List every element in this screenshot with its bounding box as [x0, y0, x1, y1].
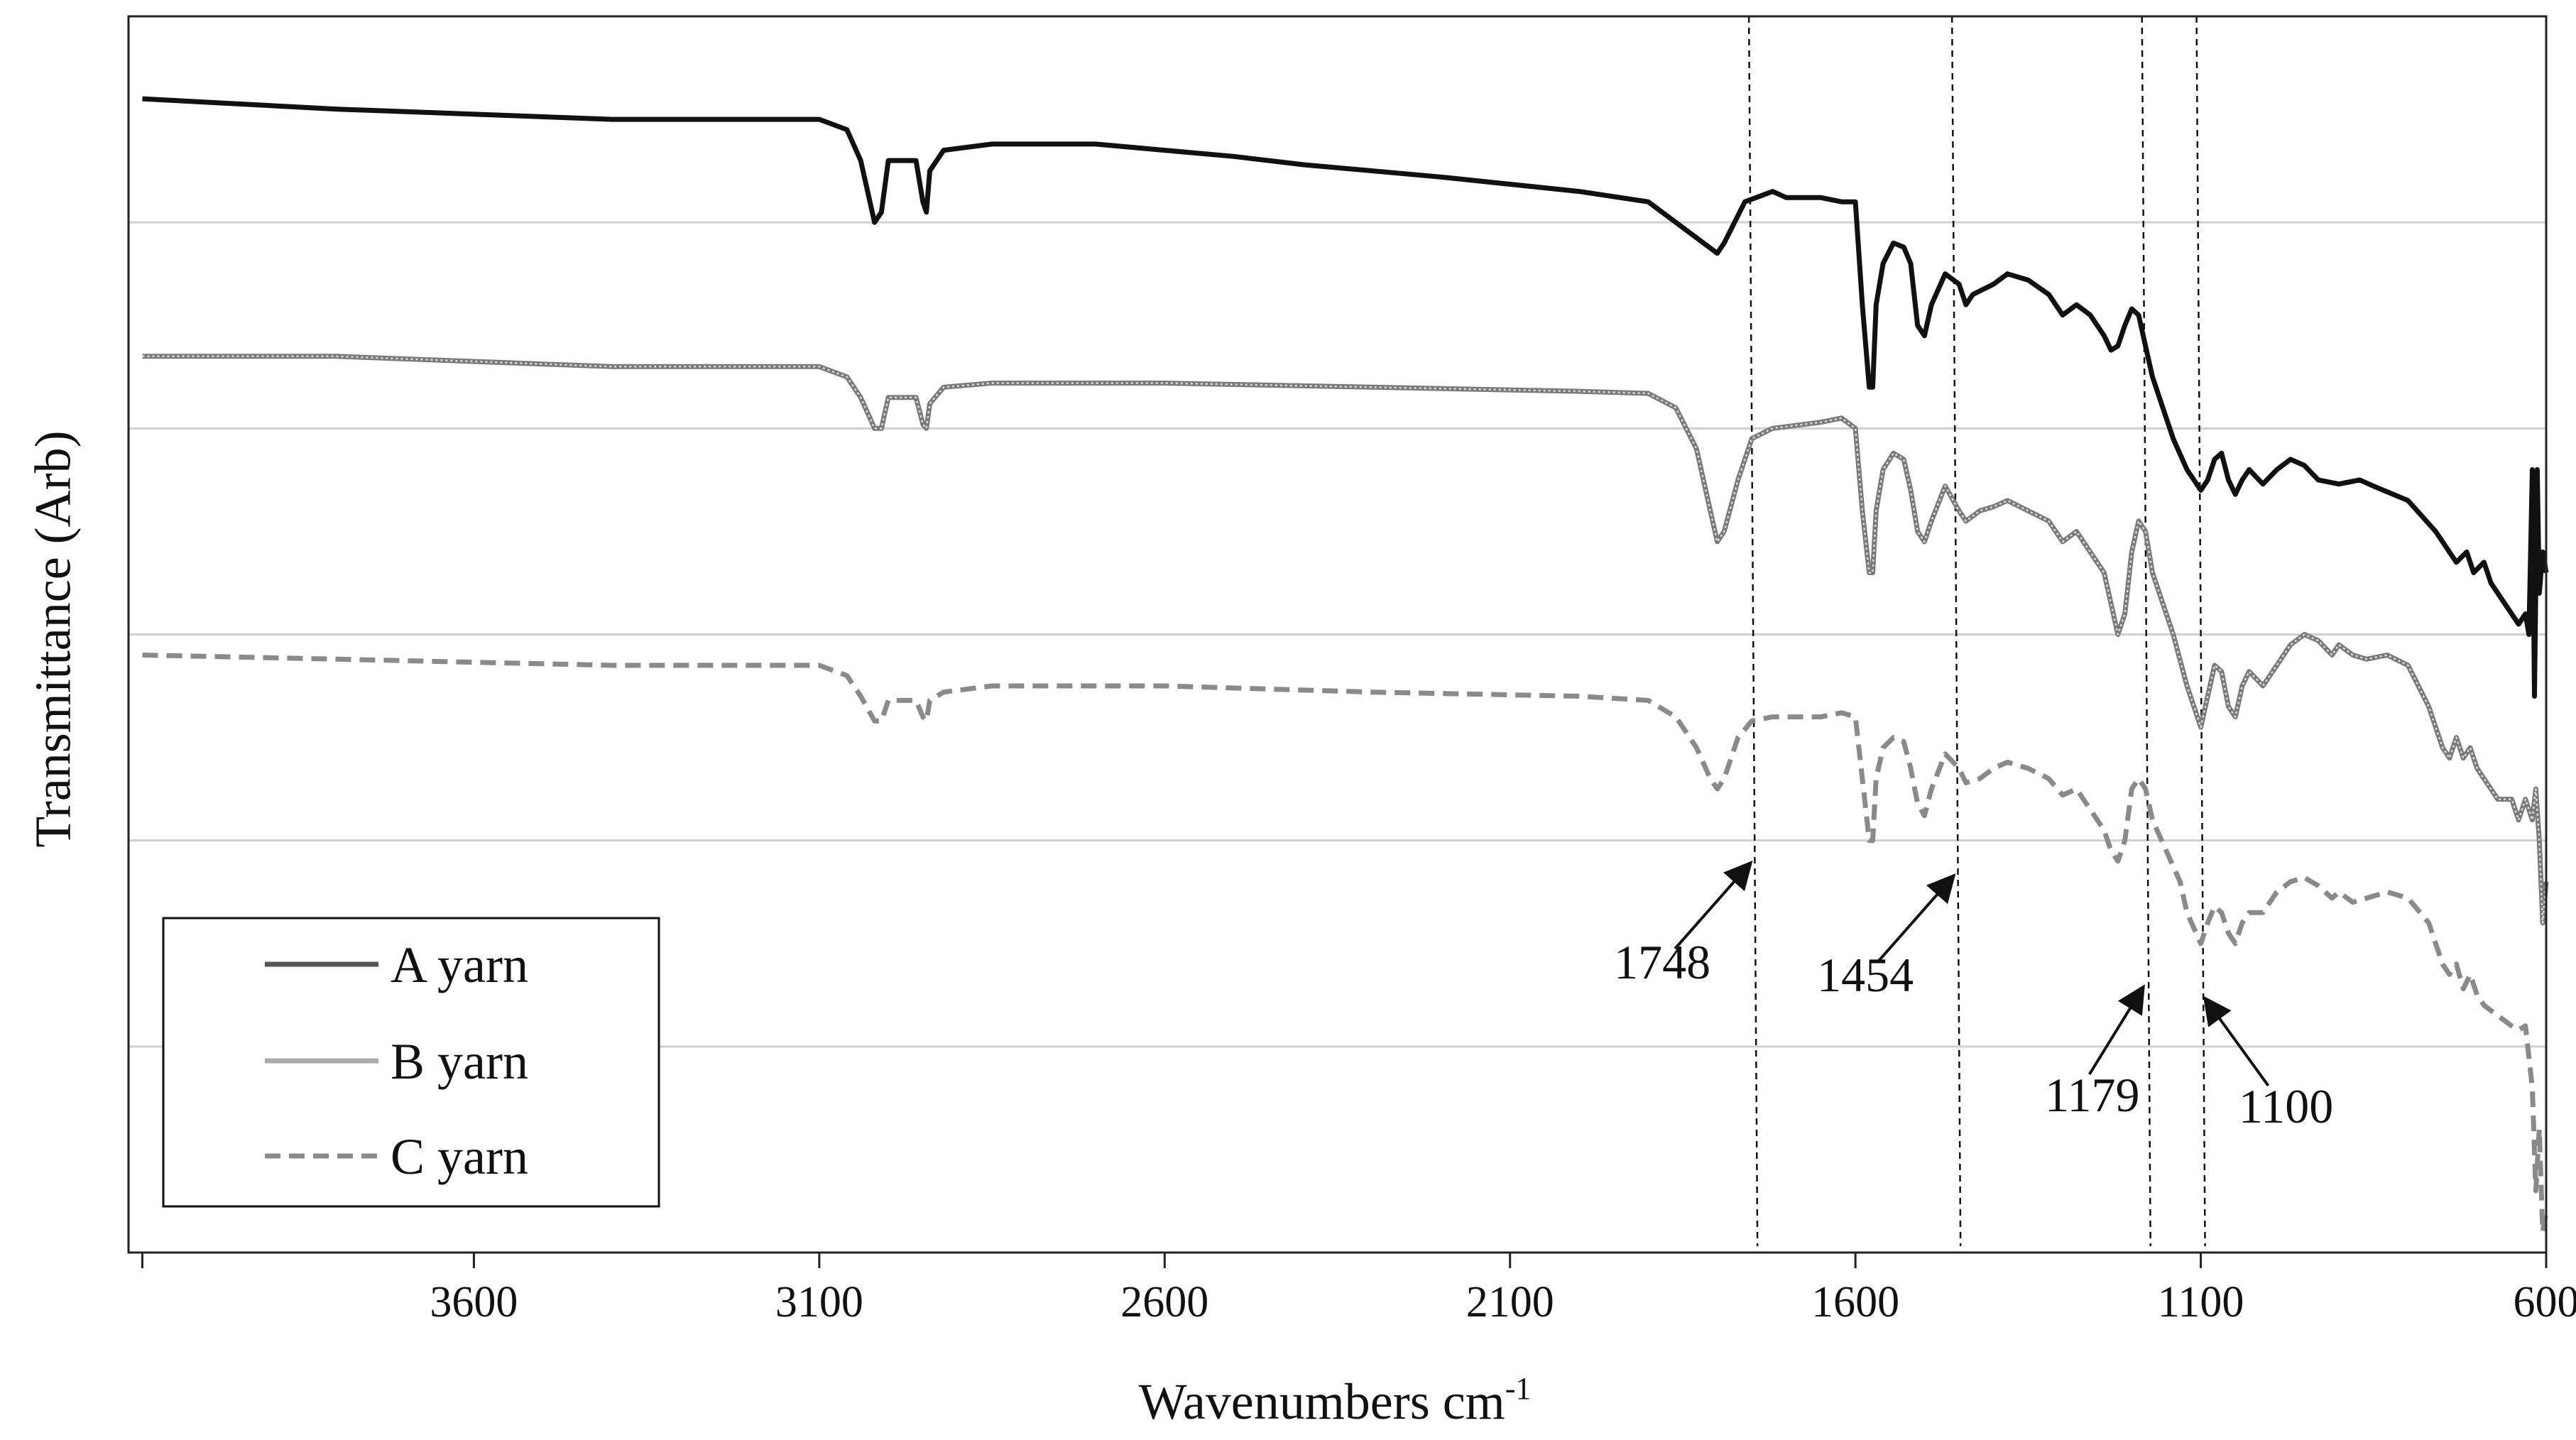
- legend-label-a-yarn: A yarn: [391, 937, 528, 993]
- x-tick-label: 1100: [2158, 1278, 2244, 1326]
- series-line-c-yarn: [142, 653, 2549, 1235]
- plot-frame: [127, 15, 2548, 1254]
- annotation-arrow: [1877, 873, 1956, 963]
- series-line-b-yarn-dotted-core: [142, 355, 2548, 924]
- legend-label-c-yarn: C yarn: [391, 1128, 528, 1185]
- x-axis-title: Wavenumbers cm-1: [1139, 1371, 1532, 1430]
- series-line-a-yarn: [142, 96, 2549, 699]
- legend: A yarn B yarn C yarn: [162, 917, 660, 1208]
- horizontal-gridlines: [129, 221, 2546, 1048]
- x-tick-label: 2100: [1466, 1278, 1554, 1326]
- peak-annotations: 1748 1454 1179 1100: [1614, 860, 2333, 1133]
- x-axis-title-main: Wavenumbers cm: [1139, 1373, 1505, 1430]
- reference-line: [2195, 16, 2206, 1247]
- annotation-label: 1748: [1614, 935, 1710, 989]
- x-axis-ticks: 3600 3100 2600 2100 1600 1100 600: [141, 1253, 2576, 1326]
- reference-line: [2141, 16, 2151, 1247]
- annotation-label: 1179: [2045, 1068, 2139, 1122]
- x-tick-label: 1600: [1811, 1278, 1899, 1326]
- series-lines: [142, 96, 2549, 1235]
- x-tick-label: 3100: [775, 1278, 863, 1326]
- reference-line: [1950, 16, 1962, 1247]
- annotation-arrow: [2203, 996, 2270, 1087]
- x-axis-title-superscript: -1: [1505, 1371, 1532, 1406]
- legend-label-b-yarn: B yarn: [391, 1033, 528, 1090]
- x-tick-label: 600: [2514, 1278, 2576, 1326]
- annotation-label: 1100: [2239, 1079, 2333, 1133]
- legend-box: [162, 917, 660, 1208]
- y-axis-title: Transmittance (Arb): [25, 430, 82, 847]
- reference-lines: [1747, 16, 2206, 1247]
- annotation-arrow: [1674, 860, 1753, 950]
- annotation-arrow: [2088, 984, 2145, 1076]
- annotation-label: 1454: [1817, 948, 1914, 1002]
- reference-line: [1747, 16, 1759, 1247]
- x-tick-label: 2600: [1120, 1278, 1208, 1326]
- x-tick-label: 3600: [430, 1278, 518, 1326]
